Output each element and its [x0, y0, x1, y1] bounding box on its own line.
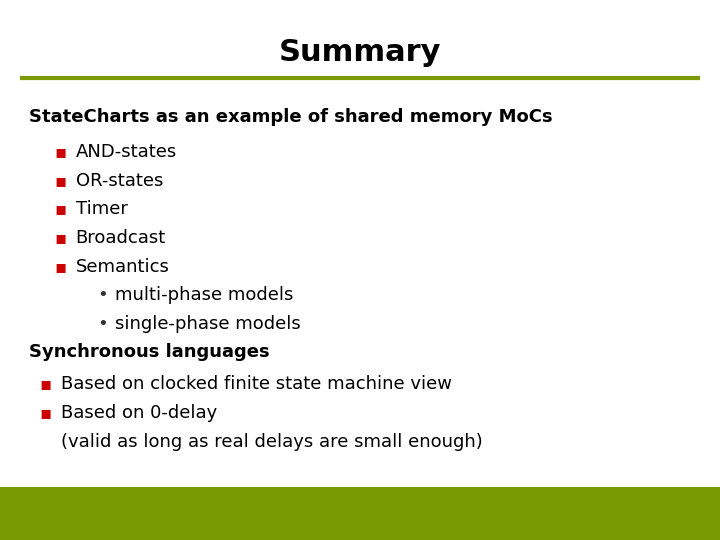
Text: Semantics: Semantics: [76, 258, 169, 275]
Text: OR-states: OR-states: [76, 172, 163, 190]
Text: ▪: ▪: [40, 404, 52, 422]
Text: ▪: ▪: [54, 200, 66, 218]
Text: Based on 0-delay: Based on 0-delay: [61, 404, 217, 422]
Text: multi-phase models: multi-phase models: [115, 286, 294, 304]
Text: ▪: ▪: [54, 172, 66, 190]
Text: Based on clocked finite state machine view: Based on clocked finite state machine vi…: [61, 375, 452, 393]
Text: single-phase models: single-phase models: [115, 315, 301, 333]
Text: informatik 12,  2008: informatik 12, 2008: [342, 517, 434, 526]
Text: dortmund: dortmund: [63, 517, 108, 526]
Text: •: •: [203, 512, 210, 522]
Text: ▪: ▪: [54, 258, 66, 275]
Text: © p. marwedel,: © p. marwedel,: [342, 502, 413, 511]
Text: tu: tu: [18, 503, 46, 527]
Text: Timer: Timer: [76, 200, 127, 218]
Text: Synchronous languages: Synchronous languages: [29, 343, 269, 361]
Text: ▪: ▪: [54, 143, 66, 161]
Text: informatik: informatik: [212, 517, 259, 526]
Text: •: •: [97, 286, 108, 304]
Text: fakultät für: fakultät für: [212, 502, 263, 511]
Text: (valid as long as real delays are small enough): (valid as long as real delays are small …: [61, 433, 483, 450]
Text: StateCharts as an example of shared memory MoCs: StateCharts as an example of shared memo…: [29, 108, 552, 126]
Text: AND-states: AND-states: [76, 143, 177, 161]
Text: technische universität: technische universität: [63, 502, 164, 511]
Text: Broadcast: Broadcast: [76, 229, 166, 247]
Text: ▪: ▪: [40, 375, 52, 393]
Text: •: •: [97, 315, 108, 333]
Text: - 36 -: - 36 -: [665, 505, 697, 518]
Text: Summary: Summary: [279, 38, 441, 67]
Text: ▪: ▪: [54, 229, 66, 247]
Text: fi: fi: [179, 503, 197, 527]
